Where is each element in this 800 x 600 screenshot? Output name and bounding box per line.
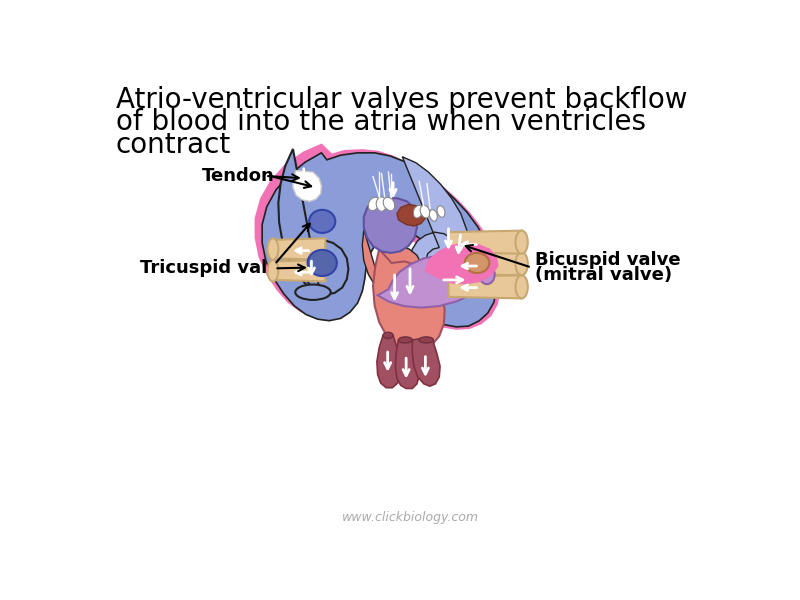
Text: Tricuspid valves: Tricuspid valves (141, 259, 302, 277)
Ellipse shape (465, 253, 490, 273)
Polygon shape (437, 206, 445, 217)
Polygon shape (395, 340, 419, 388)
Polygon shape (362, 230, 422, 299)
Ellipse shape (267, 260, 278, 281)
Polygon shape (368, 197, 380, 211)
Ellipse shape (515, 230, 528, 254)
Ellipse shape (295, 284, 330, 300)
Polygon shape (373, 249, 445, 351)
Polygon shape (378, 255, 487, 308)
Polygon shape (430, 209, 438, 221)
Ellipse shape (419, 337, 434, 343)
Ellipse shape (267, 238, 278, 260)
Polygon shape (449, 275, 522, 298)
Polygon shape (273, 260, 326, 281)
Ellipse shape (479, 265, 494, 284)
Text: Tendon: Tendon (202, 167, 275, 185)
Polygon shape (412, 338, 440, 386)
Polygon shape (449, 252, 522, 275)
Ellipse shape (307, 250, 337, 276)
Polygon shape (383, 197, 394, 211)
Polygon shape (262, 153, 496, 327)
Polygon shape (273, 238, 326, 260)
Polygon shape (293, 170, 322, 202)
Polygon shape (449, 230, 522, 254)
Text: Atrio-ventricular valves prevent backflow: Atrio-ventricular valves prevent backflo… (116, 86, 687, 114)
Polygon shape (426, 243, 498, 284)
Ellipse shape (515, 252, 528, 275)
Polygon shape (414, 205, 423, 218)
Text: www.clickbiology.com: www.clickbiology.com (342, 511, 478, 524)
Polygon shape (420, 205, 430, 218)
Ellipse shape (515, 275, 528, 298)
Polygon shape (278, 149, 349, 295)
Text: Bicuspid valve: Bicuspid valve (534, 251, 680, 269)
Text: of blood into the atria when ventricles: of blood into the atria when ventricles (116, 108, 646, 136)
Polygon shape (402, 157, 470, 308)
Polygon shape (376, 197, 387, 211)
Text: (mitral valve): (mitral valve) (534, 266, 672, 284)
Polygon shape (364, 198, 417, 253)
Ellipse shape (383, 332, 393, 338)
Polygon shape (397, 205, 426, 226)
Ellipse shape (309, 210, 335, 233)
Polygon shape (256, 145, 499, 328)
Text: contract: contract (116, 131, 231, 158)
Polygon shape (377, 335, 400, 388)
Ellipse shape (398, 337, 412, 343)
